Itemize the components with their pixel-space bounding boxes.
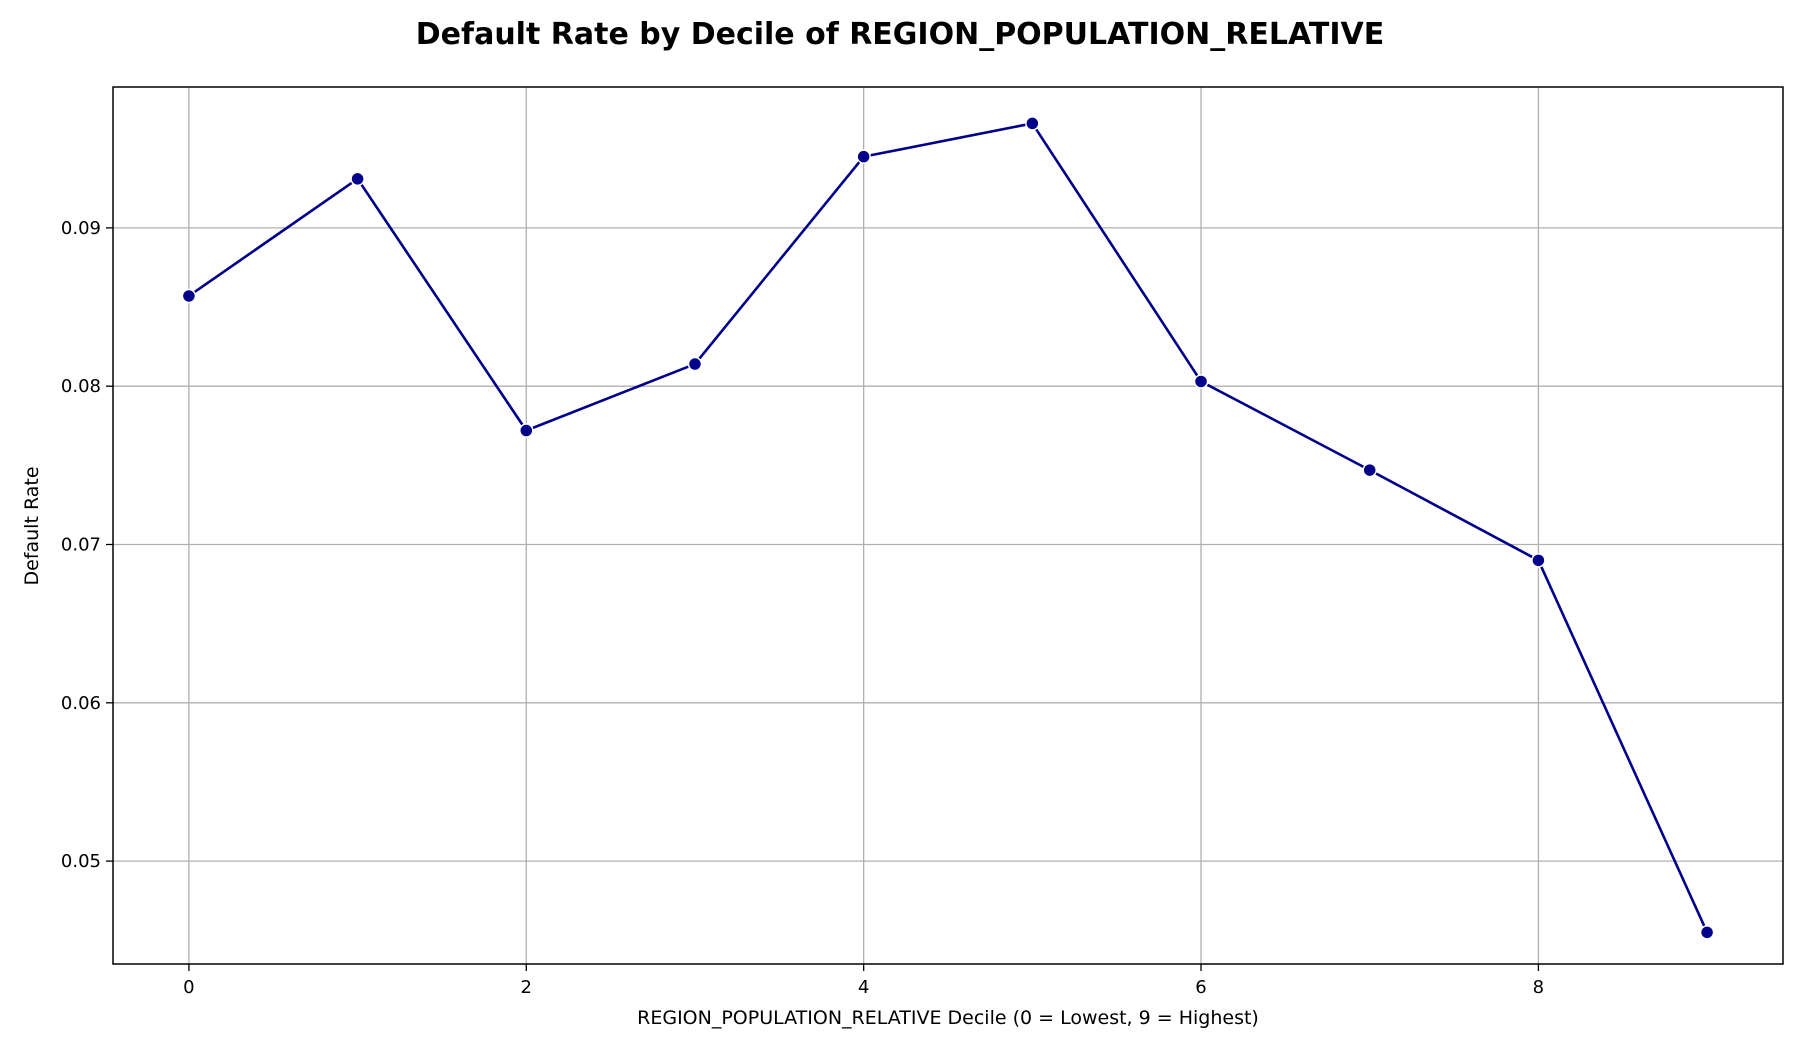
axis-ticks: 0 2 4 6 8 0.05 0.06 0.07 0.08 0.09 bbox=[61, 218, 1544, 998]
x-tick-label: 6 bbox=[1195, 977, 1206, 998]
y-tick-label: 0.09 bbox=[61, 218, 101, 239]
data-series bbox=[181, 116, 1715, 940]
series-line bbox=[188, 122, 1709, 933]
x-tick-label: 2 bbox=[521, 977, 532, 998]
x-axis-label: REGION_POPULATION_RELATIVE Decile (0 = L… bbox=[637, 1007, 1259, 1029]
y-tick-label: 0.06 bbox=[61, 693, 101, 714]
x-tick-label: 4 bbox=[858, 977, 869, 998]
x-tick-label: 0 bbox=[183, 977, 194, 998]
data-point bbox=[1193, 374, 1209, 389]
y-tick-label: 0.07 bbox=[61, 534, 101, 555]
chart-title: Default Rate by Decile of REGION_POPULAT… bbox=[416, 17, 1384, 52]
data-point bbox=[350, 171, 365, 187]
data-point bbox=[519, 423, 534, 438]
data-point bbox=[1531, 553, 1546, 568]
data-point bbox=[1362, 462, 1377, 478]
plot-area-frame bbox=[112, 86, 1784, 965]
x-tick-label: 8 bbox=[1533, 977, 1544, 998]
data-point bbox=[687, 356, 703, 372]
y-axis-label: Default Rate bbox=[21, 466, 43, 585]
data-point bbox=[1025, 116, 1040, 131]
data-point bbox=[181, 288, 197, 304]
y-tick-label: 0.05 bbox=[61, 851, 101, 872]
data-point bbox=[856, 149, 871, 164]
grid-lines bbox=[113, 87, 1783, 964]
data-point bbox=[1699, 925, 1715, 940]
y-tick-label: 0.08 bbox=[61, 376, 101, 397]
